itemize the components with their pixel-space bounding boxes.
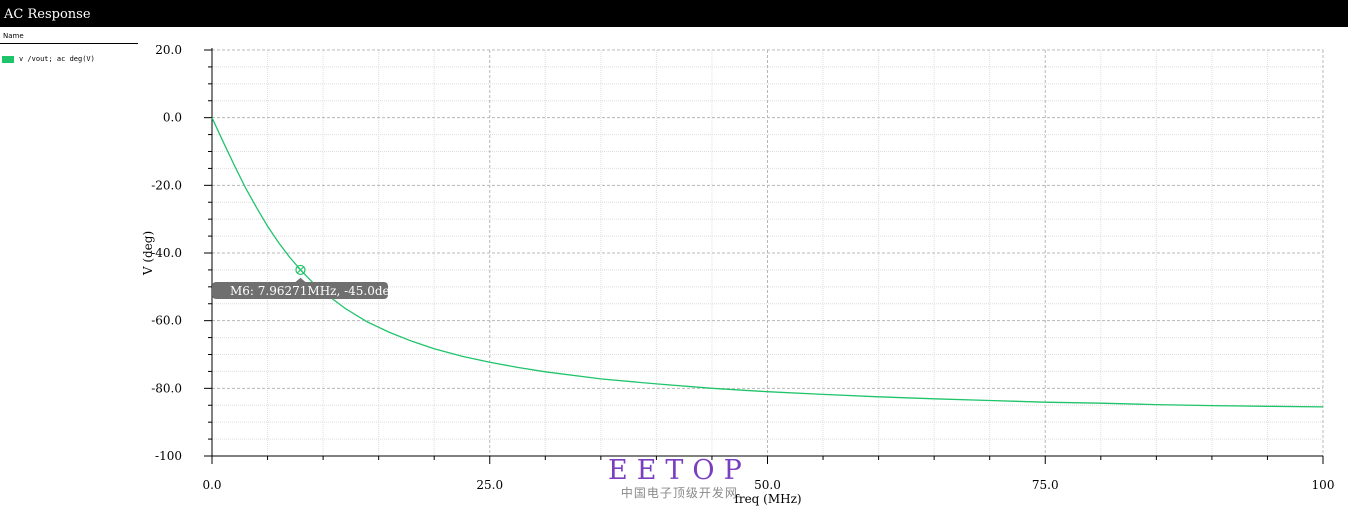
watermark-subtitle: 中国电子顶级开发网 (620, 486, 738, 500)
y-tick-label: -100 (155, 449, 182, 463)
legend-divider (0, 43, 138, 44)
marker-label-pointer (295, 277, 306, 282)
y-tick-label: -80.0 (151, 381, 182, 395)
x-tick-label: 75.0 (1032, 478, 1059, 492)
y-tick-label: -60.0 (151, 314, 182, 328)
watermark: EETOP 中国电子顶级开发网 (608, 457, 751, 501)
marker-label-box (212, 282, 388, 299)
x-axis-label: freq (MHz) (734, 492, 801, 506)
legend-header: Name (3, 32, 24, 40)
marker-circle (295, 264, 306, 276)
y-axis-label: V (deg) (141, 231, 155, 276)
series-line (211, 117, 1324, 408)
y-tick-label: 0.0 (163, 111, 182, 125)
y-tick-label: 20.0 (155, 43, 182, 57)
y-tick-label: -20.0 (151, 178, 182, 192)
x-tick-label: 50.0 (754, 478, 781, 492)
marker-label: M6: 7.96271MHz, -45.0deg (230, 284, 398, 298)
y-tick-label: -40.0 (151, 246, 182, 260)
legend-entry-label: v /vout; ac deg(V) (19, 55, 95, 63)
watermark-brand: EETOP (608, 455, 751, 486)
x-tick-label: 25.0 (476, 478, 503, 492)
legend-swatch (2, 55, 14, 63)
x-tick-label: 0.0 (202, 478, 221, 492)
window-title: AC Response (0, 0, 1348, 27)
x-tick-label: 100 (1312, 478, 1335, 492)
marker-cross (296, 266, 305, 274)
legend-entry[interactable]: v /vout; ac deg(V) (2, 55, 95, 63)
marker-m6: M6: 7.96271MHz, -45.0deg (212, 264, 398, 299)
